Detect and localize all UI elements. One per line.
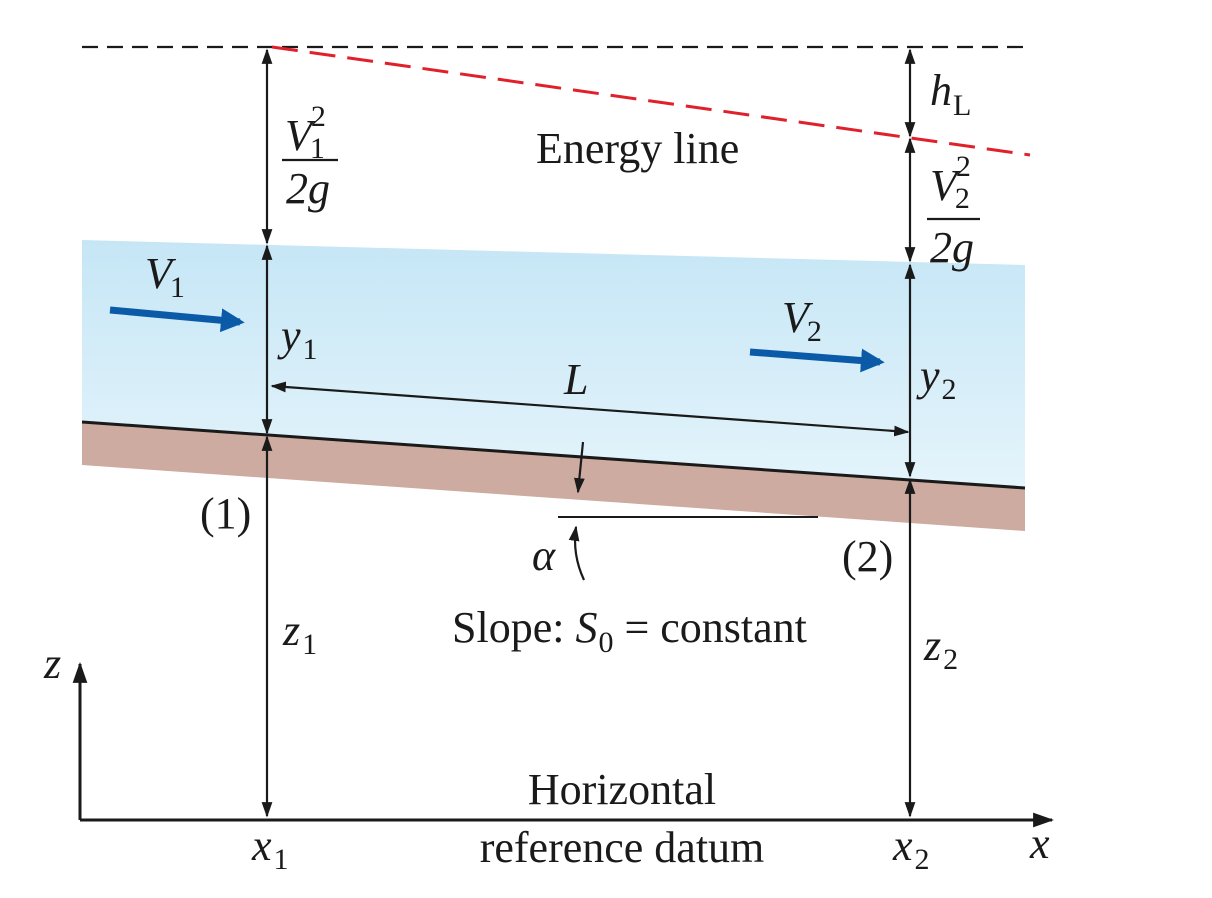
- v2-head-denominator: 2g: [930, 223, 974, 272]
- velocity2-label: V2: [782, 293, 822, 348]
- section2-label: (2): [842, 532, 893, 581]
- datum-label-line1: Horizontal: [528, 765, 716, 814]
- velocity1-arrow: [109, 306, 245, 333]
- depth1-label: y1: [277, 311, 318, 366]
- length-label: L: [563, 355, 588, 404]
- z-axis-label: z: [43, 639, 61, 688]
- depth2-label: y2: [916, 351, 957, 406]
- slope-angle-label: α: [532, 531, 556, 580]
- section1-label: (1): [200, 489, 251, 538]
- velocity2-arrow: [749, 348, 885, 373]
- v2-head-numerator: V22: [930, 150, 971, 215]
- elev1-label: z1: [282, 606, 317, 661]
- x-axis-label: x: [1029, 819, 1050, 868]
- x2-label: x2: [892, 821, 930, 876]
- x1-label: x1: [251, 821, 289, 876]
- energy-line: [271, 45, 1031, 157]
- elev2-label: z2: [923, 621, 958, 676]
- angle-lower-arrow: [568, 525, 585, 581]
- angle-upper-arrow: [574, 441, 585, 494]
- v1-head-denominator: 2g: [286, 164, 330, 213]
- head-loss-label: hL: [930, 66, 971, 122]
- datum-label-line2: reference datum: [480, 823, 765, 872]
- channel-bed: [82, 422, 1025, 531]
- length-dimension: [270, 381, 910, 437]
- slope-caption: Slope: S0 = constant: [452, 603, 807, 659]
- channel-bottom-line: [81, 420, 1026, 490]
- v1-head-numerator: V12: [285, 100, 326, 165]
- energy-line-label: Energy line: [536, 124, 739, 173]
- velocity1-label: V1: [145, 249, 185, 304]
